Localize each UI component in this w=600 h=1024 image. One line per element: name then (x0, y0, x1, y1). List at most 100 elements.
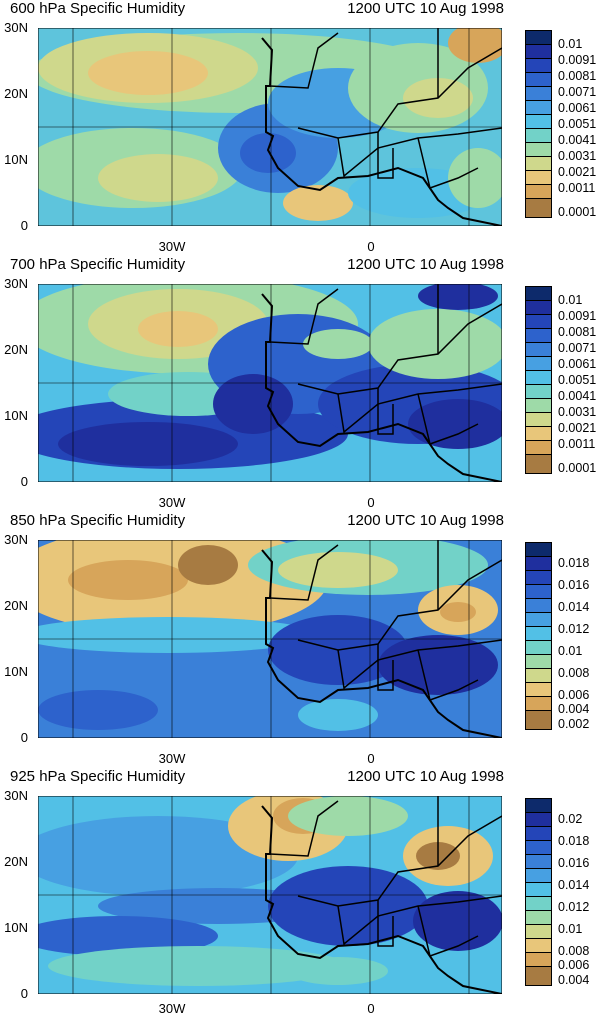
legend-label: 0.008 (558, 944, 590, 958)
y-tick-label: 10N (4, 152, 28, 167)
y-tick-label: 20N (4, 86, 28, 101)
legend-swatch (525, 798, 552, 813)
legend-swatch (525, 170, 552, 185)
panel-title: 925 hPa Specific Humidity (10, 768, 186, 785)
legend-swatch (525, 398, 552, 413)
legend-label: 0.0091 (558, 309, 597, 323)
legend-swatch (525, 314, 552, 329)
legend-swatch (525, 412, 552, 427)
legend-swatch (525, 854, 552, 869)
legend-swatch (525, 454, 552, 474)
legend-label: 0.0001 (558, 205, 597, 219)
panel-time: 1200 UTC 10 Aug 1998 (347, 768, 504, 785)
legend-swatch (525, 584, 552, 599)
legend-swatch (525, 44, 552, 59)
y-tick-label: 30N (4, 20, 28, 35)
legend-label: 0.01 (558, 644, 583, 658)
legend-swatch (525, 966, 552, 986)
panel-850hpa: 850 hPa Specific Humidity 1200 UTC 10 Au… (0, 512, 600, 768)
legend-swatch (525, 710, 552, 730)
legend-swatch (525, 114, 552, 129)
panel-600hpa: 600 hPa Specific Humidity 1200 UTC 10 Au… (0, 0, 600, 256)
y-tick-label: 30N (4, 532, 28, 547)
y-tick-label: 10N (4, 664, 28, 679)
humidity-map-850 (38, 540, 502, 738)
legend-swatch (525, 556, 552, 571)
y-tick-label: 20N (4, 342, 28, 357)
legend-swatch (525, 30, 552, 45)
legend-label: 0.0021 (558, 421, 597, 435)
legend-swatch (525, 570, 552, 585)
panel-time: 1200 UTC 10 Aug 1998 (347, 512, 504, 529)
y-tick-label: 0 (20, 474, 28, 489)
legend-label: 0.016 (558, 578, 590, 592)
legend-label: 0.006 (558, 688, 590, 702)
legend-label: 0.0031 (558, 405, 597, 419)
legend-swatch (525, 58, 552, 73)
legend-swatch (525, 598, 552, 613)
legend-swatch (525, 156, 552, 171)
legend-label: 0.0091 (558, 53, 597, 67)
legend-swatch (525, 654, 552, 669)
legend-swatch (525, 826, 552, 841)
legend-label: 0.0041 (558, 389, 597, 403)
panel-title: 600 hPa Specific Humidity (10, 0, 186, 17)
humidity-map-925 (38, 796, 502, 994)
panel-title: 850 hPa Specific Humidity (10, 512, 186, 529)
legend-label: 0.01 (558, 293, 583, 307)
legend-label: 0.0061 (558, 357, 597, 371)
y-tick-label: 10N (4, 920, 28, 935)
legend-swatch (525, 640, 552, 655)
legend-swatch (525, 198, 552, 218)
x-tick-label: 0 (367, 239, 375, 254)
panel-time: 1200 UTC 10 Aug 1998 (347, 256, 504, 273)
legend-swatch (525, 938, 552, 953)
legend-label: 0.0081 (558, 325, 597, 339)
humidity-map-600 (38, 28, 502, 226)
legend-swatch (525, 384, 552, 399)
y-tick-label: 0 (20, 218, 28, 233)
legend-label: 0.02 (558, 812, 583, 826)
legend-swatch (525, 924, 552, 939)
legend-swatch (525, 370, 552, 385)
legend-swatch (525, 952, 552, 967)
legend-label: 0.0001 (558, 461, 597, 475)
legend-swatch (525, 840, 552, 855)
legend-swatch (525, 86, 552, 101)
legend-swatch (525, 612, 552, 627)
legend-label: 0.014 (558, 878, 590, 892)
x-tick-label: 30W (158, 239, 186, 254)
legend-swatch (525, 668, 552, 683)
x-tick-label: 0 (367, 495, 375, 510)
legend-label: 0.018 (558, 834, 590, 848)
legend-swatch (525, 882, 552, 897)
legend-swatch (525, 184, 552, 199)
legend-swatch (525, 440, 552, 455)
legend-label: 0.0011 (558, 437, 596, 451)
legend-label: 0.006 (558, 958, 590, 972)
legend-label: 0.016 (558, 856, 590, 870)
legend-label: 0.0051 (558, 373, 597, 387)
humidity-map-700 (38, 284, 502, 482)
x-tick-label: 30W (158, 1001, 186, 1016)
x-tick-label: 30W (158, 751, 186, 766)
legend-label: 0.012 (558, 622, 590, 636)
legend-label: 0.018 (558, 556, 590, 570)
legend-swatch (525, 128, 552, 143)
legend-swatch (525, 696, 552, 711)
y-tick-label: 0 (20, 730, 28, 745)
legend-label: 0.004 (558, 973, 590, 987)
legend-label: 0.01 (558, 922, 583, 936)
panel-title: 700 hPa Specific Humidity (10, 256, 186, 273)
legend-label: 0.0021 (558, 165, 597, 179)
y-tick-label: 30N (4, 276, 28, 291)
legend-swatch (525, 100, 552, 115)
legend-label: 0.0061 (558, 101, 597, 115)
legend-swatch (525, 868, 552, 883)
legend-swatch (525, 142, 552, 157)
legend-label: 0.0031 (558, 149, 597, 163)
legend-label: 0.0051 (558, 117, 597, 131)
legend-label: 0.014 (558, 600, 590, 614)
legend-label: 0.008 (558, 666, 590, 680)
legend-swatch (525, 910, 552, 925)
